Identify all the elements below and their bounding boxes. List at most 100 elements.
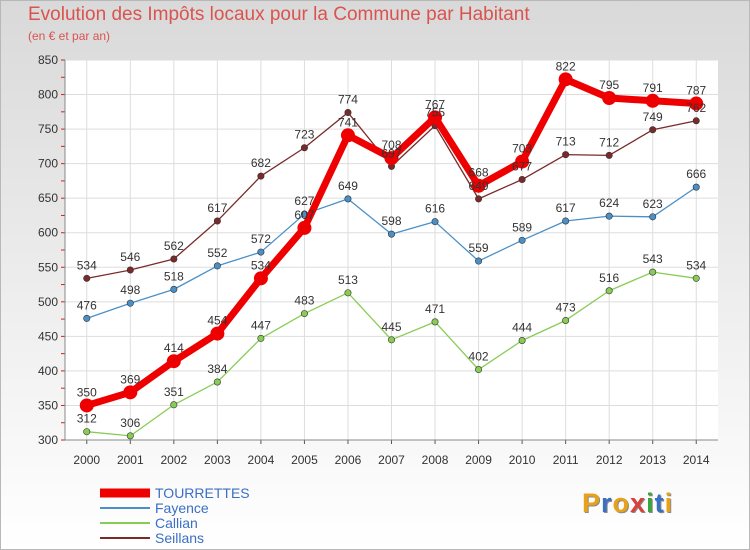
data-point: [166, 354, 181, 369]
data-point: [79, 398, 94, 413]
data-point: [257, 334, 265, 342]
y-tick-label: 400: [38, 364, 58, 378]
x-tick-label: 2011: [553, 453, 579, 467]
x-tick-label: 2008: [422, 453, 449, 467]
data-point: [518, 236, 526, 244]
data-point: [126, 299, 134, 307]
x-tick-label: 2003: [204, 453, 231, 467]
data-point: [126, 266, 134, 274]
data-point: [170, 255, 178, 263]
data-point: [431, 318, 439, 326]
x-tick-label: 2009: [465, 453, 492, 467]
y-tick-label: 850: [38, 53, 58, 67]
data-label: 471: [425, 302, 445, 316]
data-point: [518, 176, 526, 184]
logo-letter: P: [582, 488, 602, 518]
data-label: 562: [164, 239, 184, 253]
data-point: [605, 151, 613, 159]
x-tick-label: 2000: [73, 453, 100, 467]
data-point: [210, 326, 225, 341]
y-tick-label: 650: [38, 191, 58, 205]
data-label: 617: [556, 201, 576, 215]
data-point: [213, 378, 221, 386]
data-point: [431, 218, 439, 226]
data-point: [562, 316, 570, 324]
data-point: [257, 172, 265, 180]
data-point: [297, 220, 312, 235]
x-tick-label: 2014: [683, 453, 710, 467]
data-label: 518: [164, 269, 184, 283]
data-point: [170, 285, 178, 293]
data-point: [649, 213, 657, 221]
data-label: 534: [251, 258, 271, 272]
data-point: [257, 248, 265, 256]
y-tick-label: 700: [38, 157, 58, 171]
data-label: 369: [120, 372, 140, 386]
data-point: [692, 274, 700, 282]
data-point: [83, 314, 91, 322]
data-point: [649, 268, 657, 276]
chart-title: Evolution des Impôts locaux pour la Comm…: [28, 4, 530, 25]
data-label: 762: [686, 101, 706, 115]
data-label: 543: [643, 252, 663, 266]
x-tick-label: 2012: [596, 453, 623, 467]
data-label: 306: [120, 416, 140, 430]
x-tick-label: 2006: [335, 453, 362, 467]
x-tick-label: 2013: [639, 453, 666, 467]
logo-letter: r: [601, 488, 613, 518]
data-point: [562, 217, 570, 225]
data-point: [384, 151, 399, 166]
data-label: 666: [686, 167, 706, 181]
data-point: [170, 401, 178, 409]
logo-letter: x: [630, 488, 647, 518]
data-label: 498: [120, 283, 140, 297]
data-point: [649, 126, 657, 134]
data-label: 649: [338, 179, 358, 193]
data-point: [475, 366, 483, 374]
data-point: [689, 96, 704, 111]
data-label: 572: [251, 232, 271, 246]
data-label: 598: [381, 214, 401, 228]
x-tick-label: 2007: [378, 453, 405, 467]
x-tick-label: 2002: [160, 453, 187, 467]
data-point: [300, 144, 308, 152]
data-label: 589: [512, 220, 532, 234]
y-tick-label: 350: [38, 398, 58, 412]
data-point: [645, 93, 660, 108]
y-tick-label: 450: [38, 329, 58, 343]
x-tick-label: 2004: [248, 453, 275, 467]
data-label: 414: [164, 341, 184, 355]
legend-label: TOURRETTES: [155, 485, 250, 501]
y-tick-label: 300: [38, 433, 58, 447]
data-label: 713: [556, 135, 576, 149]
data-point: [605, 212, 613, 220]
data-point: [213, 262, 221, 270]
data-point: [126, 432, 134, 440]
data-label: 677: [512, 160, 532, 174]
data-point: [428, 110, 443, 125]
data-label: 552: [207, 246, 227, 260]
data-point: [558, 72, 573, 87]
data-label: 697: [381, 146, 401, 160]
data-point: [83, 428, 91, 436]
x-tick-label: 2001: [117, 453, 144, 467]
data-label: 476: [77, 298, 97, 312]
data-label: 483: [294, 294, 314, 308]
data-label: 774: [338, 93, 358, 107]
data-point: [123, 385, 138, 400]
data-label: 444: [512, 321, 532, 335]
data-label: 822: [556, 59, 576, 73]
data-label: 350: [77, 385, 97, 399]
data-label: 623: [643, 197, 663, 211]
data-label: 682: [251, 156, 271, 170]
data-point: [213, 217, 221, 225]
proxiti-logo: Proxiti: [582, 488, 673, 519]
data-point: [387, 336, 395, 344]
data-label: 627: [294, 194, 314, 208]
data-label: 607: [294, 208, 314, 222]
data-point: [562, 151, 570, 159]
data-point: [605, 287, 613, 295]
x-tick-label: 2010: [509, 453, 536, 467]
data-label: 454: [207, 314, 227, 328]
data-point: [602, 91, 617, 105]
